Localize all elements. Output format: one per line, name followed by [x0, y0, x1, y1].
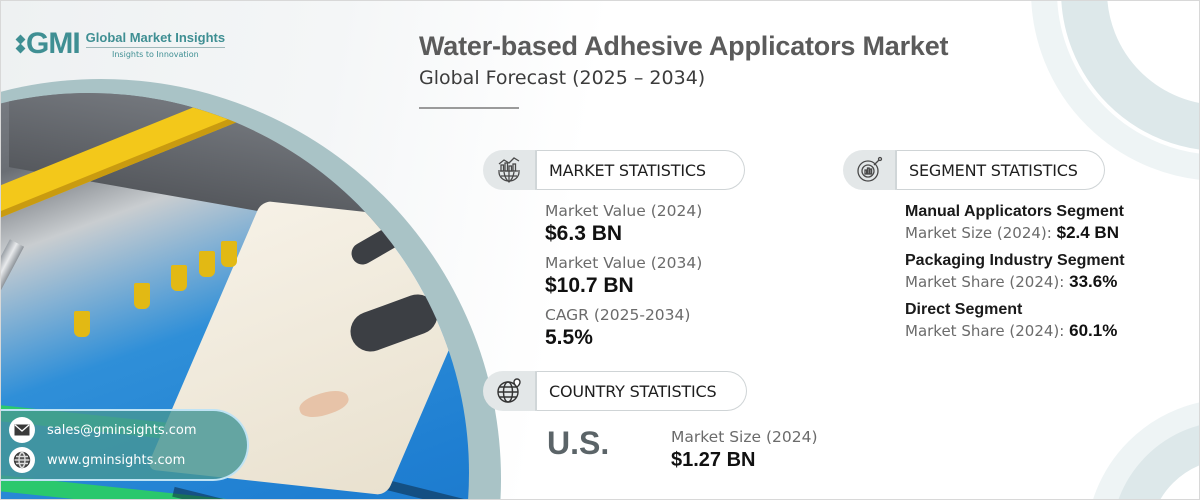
stat-label: Market Value (2034)	[545, 254, 703, 272]
photo-nozzle	[171, 265, 187, 291]
stat-value: $1.27 BN	[671, 449, 756, 471]
contact-website[interactable]: www.gminsights.com	[9, 447, 185, 473]
website-link[interactable]: www.gminsights.com	[47, 452, 186, 468]
segment-metric-value: 33.6%	[1069, 272, 1118, 291]
globe-icon	[9, 447, 35, 473]
segment-statistics-title: SEGMENT STATISTICS	[895, 150, 1105, 190]
segment-metric-value: 60.1%	[1069, 321, 1118, 340]
country-statistics-header: COUNTRY STATISTICS	[483, 371, 747, 411]
brand-name: Global Market Insights	[85, 30, 226, 48]
email-link[interactable]: sales@gminsights.com	[47, 422, 197, 438]
country-market-size: Market Size (2024) $1.27 BN	[671, 427, 818, 479]
title-divider	[419, 107, 519, 109]
segment-metric-label: Market Share (2024):	[905, 273, 1065, 291]
country-name: U.S.	[547, 425, 610, 461]
stat-label: Market Size (2024)	[671, 428, 818, 446]
gmi-logo: GMI Global Market Insights Insights to I…	[15, 27, 226, 61]
market-statistics-title: MARKET STATISTICS	[535, 150, 745, 190]
stat-label: CAGR (2025-2034)	[545, 306, 691, 324]
segment-metric: Market Share (2024): 33.6%	[905, 271, 1125, 293]
contact-email[interactable]: sales@gminsights.com	[9, 417, 197, 443]
logo-diamonds-icon	[15, 34, 26, 54]
segment-name: Packaging Industry Segment	[905, 252, 1125, 269]
segment-statistics-header: SEGMENT STATISTICS	[843, 150, 1105, 190]
segment-metric: Market Size (2024): $2.4 BN	[905, 222, 1125, 244]
photo-nozzle	[134, 283, 150, 309]
stat-value: $10.7 BN	[545, 274, 634, 297]
logo-mark: GMI	[15, 27, 81, 61]
logo-text: Global Market Insights Insights to Innov…	[85, 30, 226, 59]
photo-nozzle	[74, 311, 90, 337]
photo-nozzle	[199, 251, 215, 277]
market-statistics-list: Market Value (2024) $6.3 BN Market Value…	[545, 201, 702, 357]
stat-label: Market Value (2024)	[545, 202, 703, 220]
segment-metric-value: $2.4 BN	[1056, 223, 1119, 242]
stat-value: 5.5%	[545, 326, 593, 349]
country-statistics-title: COUNTRY STATISTICS	[535, 371, 747, 411]
target-chart-icon	[843, 150, 895, 190]
contact-box: sales@gminsights.com www.gminsights.com	[1, 409, 249, 481]
brand-tagline: Insights to Innovation	[112, 49, 199, 59]
segment-name: Direct Segment	[905, 301, 1023, 318]
segment-metric-label: Market Size (2024):	[905, 224, 1052, 242]
globe-pin-icon	[483, 371, 535, 411]
segment-statistics-list: Manual Applicators Segment Market Size (…	[905, 201, 1125, 348]
logo-mark-text: GMI	[26, 27, 81, 60]
segment-name: Manual Applicators Segment	[905, 203, 1124, 220]
segment-metric: Market Share (2024): 60.1%	[905, 320, 1125, 342]
envelope-icon	[9, 417, 35, 443]
photo-nozzle	[221, 241, 237, 267]
segment-metric-label: Market Share (2024):	[905, 322, 1065, 340]
page-title: Water-based Adhesive Applicators Market	[419, 31, 949, 61]
page-subtitle: Global Forecast (2025 – 2034)	[419, 67, 706, 89]
chart-globe-icon	[483, 150, 535, 190]
stat-value: $6.3 BN	[545, 222, 623, 245]
market-statistics-header: MARKET STATISTICS	[483, 150, 745, 190]
